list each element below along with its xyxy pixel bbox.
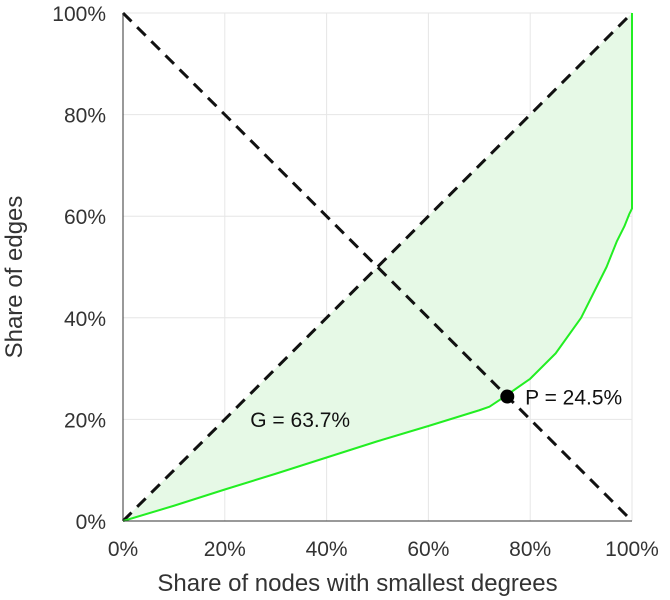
x-tick-label: 100% [605, 538, 659, 561]
p-point-marker [500, 389, 515, 404]
x-tick-label: 0% [108, 538, 138, 561]
gini-annotation: G = 63.7% [250, 409, 350, 432]
x-tick-label: 40% [306, 538, 348, 561]
x-tick-label: 20% [204, 538, 246, 561]
x-tick-label: 80% [509, 538, 551, 561]
x-axis-label: Share of nodes with smallest degrees [157, 570, 557, 597]
p-annotation: P = 24.5% [525, 387, 622, 410]
y-tick-label: 100% [52, 3, 106, 26]
x-tick-label: 60% [407, 538, 449, 561]
y-tick-label: 80% [64, 105, 106, 128]
y-tick-label: 60% [64, 206, 106, 229]
axes [122, 13, 632, 522]
y-tick-label: 20% [64, 409, 106, 432]
y-tick-labels: 0% 20% 40% 60% 80% 100% [52, 3, 106, 534]
y-tick-label: 40% [64, 308, 106, 331]
y-tick-label: 0% [76, 511, 106, 534]
y-axis-label: Share of edges [1, 196, 28, 359]
x-tick-labels: 0% 20% 40% 60% 80% 100% [108, 538, 659, 561]
